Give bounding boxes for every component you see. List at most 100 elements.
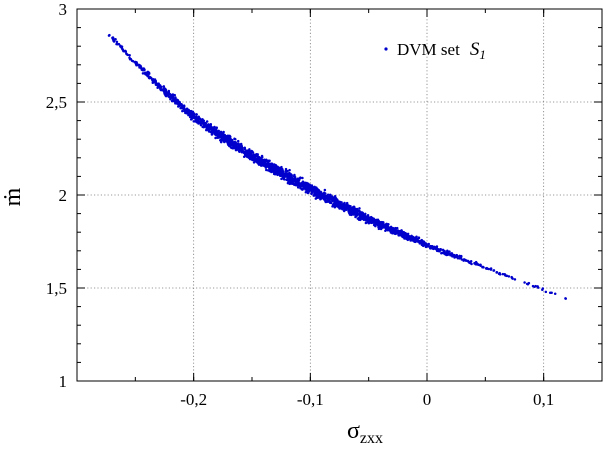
data-point — [413, 236, 417, 240]
data-point — [254, 154, 257, 157]
data-point — [395, 226, 399, 230]
data-point — [369, 221, 373, 224]
data-point — [198, 120, 201, 124]
data-point — [205, 125, 208, 129]
data-point — [358, 215, 362, 218]
data-point — [192, 115, 196, 118]
data-point — [294, 181, 297, 184]
data-point — [169, 96, 172, 99]
legend: DVM set S1 — [384, 39, 486, 62]
y-tick-label: 1,5 — [46, 279, 67, 298]
x-tick-label: -0,2 — [180, 390, 207, 409]
data-point — [315, 192, 318, 196]
data-point — [317, 188, 321, 192]
data-point — [323, 188, 327, 192]
data-point — [484, 267, 488, 270]
data-point — [154, 80, 158, 83]
data-point — [296, 178, 299, 181]
data-point — [301, 176, 304, 180]
data-point — [459, 256, 463, 260]
data-point — [330, 201, 333, 205]
data-point — [134, 60, 137, 64]
data-point — [210, 130, 213, 133]
x-axis-title-subscript: zxx — [360, 430, 383, 444]
data-point — [194, 119, 197, 123]
data-point — [151, 81, 155, 85]
data-point — [355, 207, 359, 211]
data-point — [200, 121, 203, 124]
data-point — [526, 283, 530, 286]
data-point — [302, 181, 305, 185]
data-point — [262, 164, 265, 167]
data-point — [261, 159, 265, 163]
data-point — [393, 229, 396, 232]
data-point — [219, 140, 223, 144]
data-point — [170, 94, 174, 98]
data-point — [112, 40, 116, 43]
data-point — [202, 119, 206, 122]
data-point — [243, 153, 247, 156]
data-point — [185, 107, 189, 111]
data-point — [531, 284, 535, 288]
data-point — [469, 261, 472, 264]
data-point — [233, 137, 236, 140]
data-point — [258, 160, 262, 163]
data-point — [323, 196, 327, 199]
data-point — [341, 208, 344, 211]
data-point — [372, 217, 375, 221]
x-tick-label: -0,1 — [297, 390, 324, 409]
data-point — [219, 139, 222, 142]
data-point — [158, 84, 162, 87]
data-point — [338, 207, 341, 210]
data-point — [125, 53, 129, 56]
data-point — [282, 177, 286, 181]
data-point — [112, 37, 115, 41]
data-point — [275, 172, 278, 175]
data-point — [304, 184, 308, 188]
data-point — [203, 122, 206, 126]
data-point — [214, 132, 218, 136]
data-point — [390, 230, 394, 233]
data-point — [167, 92, 170, 95]
data-point — [397, 231, 401, 235]
data-point — [248, 157, 252, 160]
data-point — [365, 216, 369, 219]
data-point — [251, 154, 255, 157]
data-point — [219, 134, 222, 138]
data-point — [312, 187, 315, 190]
data-point — [293, 174, 296, 178]
tick-labels: 1 1,5 2 2,5 3 -0,2 -0,1 0 0,1 — [46, 0, 555, 409]
data-point — [176, 98, 180, 102]
data-point — [215, 126, 218, 129]
data-point — [167, 95, 171, 98]
data-point — [332, 204, 336, 207]
data-point — [240, 144, 244, 148]
data-point — [260, 154, 264, 158]
data-point — [276, 170, 279, 174]
data-point — [181, 109, 184, 113]
data-point — [310, 185, 313, 188]
data-point — [377, 227, 381, 231]
data-point — [364, 212, 367, 216]
data-point — [171, 97, 175, 100]
data-point — [148, 76, 152, 80]
data-point — [253, 157, 256, 161]
data-point — [233, 146, 237, 149]
data-point — [443, 249, 446, 253]
data-point — [498, 271, 501, 275]
data-point — [210, 126, 214, 129]
data-point — [182, 105, 186, 109]
data-point — [352, 205, 356, 208]
data-point — [411, 237, 414, 240]
data-point — [164, 94, 168, 98]
data-point — [408, 235, 411, 239]
data-point — [315, 196, 318, 199]
data-point — [353, 209, 357, 212]
data-point — [294, 179, 297, 182]
data-point — [146, 74, 149, 78]
data-point — [286, 169, 289, 173]
data-point — [284, 167, 288, 171]
data-point — [176, 101, 180, 105]
data-point — [280, 165, 283, 169]
